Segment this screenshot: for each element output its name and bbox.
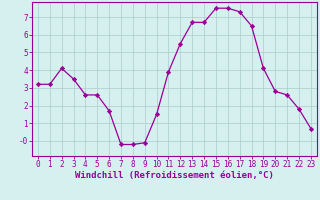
X-axis label: Windchill (Refroidissement éolien,°C): Windchill (Refroidissement éolien,°C) (75, 171, 274, 180)
